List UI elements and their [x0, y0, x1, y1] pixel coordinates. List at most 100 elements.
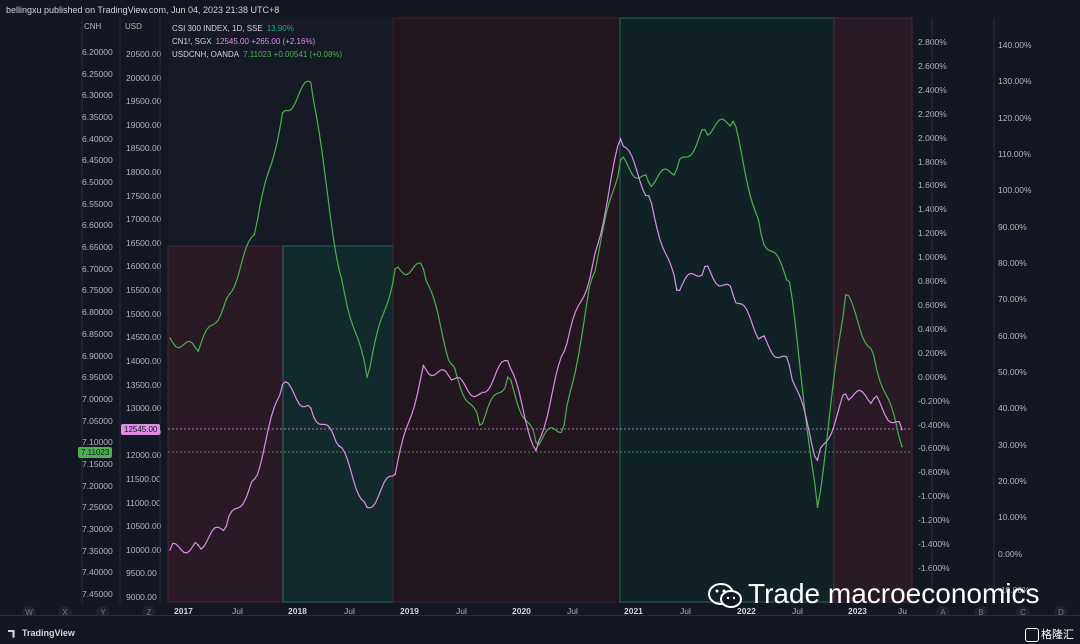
usdcnh-point	[507, 376, 509, 379]
cn1-point	[676, 289, 678, 291]
usdcnh-point	[901, 445, 903, 448]
pct-axis-tick: -1.200%	[918, 515, 950, 526]
usdcnh-point	[760, 233, 762, 235]
pct-axis-tick: -0.200%	[918, 395, 950, 406]
cnh-axis-tick: 6.65000	[82, 242, 113, 253]
time-axis-tick: 2019	[400, 606, 419, 616]
cn1-point	[450, 379, 453, 381]
usd-axis-tick: 16500.00	[126, 237, 162, 248]
time-axis-tick: Jul	[792, 606, 803, 616]
cn1-point	[478, 393, 481, 395]
cn1-point	[394, 473, 397, 476]
cn1-point	[422, 364, 425, 367]
cnh-axis-tick: 7.20000	[82, 480, 113, 491]
pct-axis-tick: -1.400%	[918, 539, 950, 550]
time-axis-tick: 2018	[288, 606, 307, 616]
bull-zone-2021	[619, 17, 835, 603]
usdcnh-point	[563, 424, 565, 426]
watermark-text: Trade macroeconomics	[748, 578, 1040, 609]
usd-axis-tick: 11500.00	[126, 473, 161, 484]
cnh-axis-tick: 7.15000	[82, 458, 113, 469]
cn1-point	[901, 428, 903, 431]
wechat-icon	[708, 583, 742, 608]
usd-axis-tick: 13500.00	[126, 379, 162, 390]
usdcnh-point	[394, 268, 397, 270]
cn1-point	[563, 350, 565, 353]
cnh-axis-tick: 6.45000	[82, 155, 113, 166]
cn1-point	[647, 194, 650, 197]
cnh-axis-tick: 6.20000	[82, 47, 113, 57]
usd-axis-tick: 17000.00	[126, 214, 162, 225]
pct2-axis-tick: 10.00%	[998, 512, 1027, 523]
cn1-price-tag: 12545.00	[121, 424, 161, 435]
cnh-axis-tick: 7.45000	[82, 589, 113, 599]
legend-usdcnh[interactable]: USDCNH, OANDA 7.11023 +0.00541 (+0.08%)	[172, 50, 343, 59]
cnh-axis-tick: 7.10000	[82, 437, 113, 448]
pct2-axis-tick: 50.00%	[998, 367, 1027, 377]
pct2-axis-tick: 0.00%	[998, 548, 1023, 559]
legend-cn1[interactable]: CN1!, SGX 12545.00 +265.00 (+2.16%)	[172, 37, 316, 46]
cn1-point	[816, 459, 819, 461]
pct2-axis-tick: 140.00%	[998, 40, 1032, 50]
pct2-axis-tick: 110.00%	[998, 149, 1031, 159]
usd-axis-tick: 18500.00	[126, 143, 162, 154]
usd-axis-tick: 14500.00	[126, 332, 162, 343]
cn1-point	[225, 525, 228, 527]
cn1-point	[591, 265, 594, 268]
time-axis-tick: 2017	[174, 606, 193, 616]
pct2-axis-tick: 20.00%	[998, 476, 1027, 486]
cn1-point	[788, 364, 791, 367]
usd-axis-tick: 14000.00	[126, 355, 162, 366]
pct2-axis-tick: 120.00%	[998, 112, 1032, 123]
legend-csi[interactable]: CSI 300 INDEX, 1D, SSE 13.90%	[172, 24, 294, 33]
published-header: bellingxu published on TradingView.com, …	[6, 5, 280, 15]
tradingview-brand[interactable]: TradingView	[8, 628, 75, 638]
usdcnh-point	[197, 350, 199, 353]
usd-axis-tick: 20500.00	[126, 49, 162, 59]
time-axis-tick: Jul	[680, 606, 691, 616]
usdcnh-point	[788, 281, 791, 283]
cn1-point	[760, 336, 762, 339]
cn1-point	[535, 449, 537, 452]
cnh-axis-tick: 6.35000	[82, 112, 113, 123]
usdcnh-point	[450, 363, 453, 366]
usd-axis-tick: 19000.00	[126, 119, 162, 130]
pct-axis-tick: -1.000%	[918, 491, 950, 502]
pct2-axis-tick: 60.00%	[998, 330, 1027, 341]
time-axis-tick: 2021	[624, 606, 643, 616]
usd-axis-tick: 10000.00	[126, 544, 162, 555]
usd-axis-tick: 20000.00	[126, 72, 162, 83]
bull-zone-2018	[282, 245, 394, 603]
cnh-axis-tick: 7.05000	[82, 415, 113, 426]
pct2-axis-tick: 80.00%	[998, 258, 1027, 268]
usd-axis-tick: 15500.00	[126, 285, 162, 296]
corner-logo-icon	[1025, 628, 1039, 642]
cnh-axis-tick: 6.30000	[82, 90, 113, 101]
cnh-axis-tick: 6.85000	[82, 328, 113, 339]
cn1-point	[338, 445, 340, 447]
cnh-axis-tick: 6.40000	[82, 133, 113, 144]
usdcnh-point	[844, 294, 847, 296]
usd-axis-tick: 18000.00	[126, 167, 162, 178]
usd-axis-tick: 19500.00	[126, 96, 162, 107]
time-axis-tick: 2022	[737, 606, 756, 616]
pct2-axis-tick: -10.00%	[998, 585, 1030, 595]
cn1-point	[169, 549, 171, 551]
pct2-axis-tick: 70.00%	[998, 294, 1027, 305]
tradingview-logo-icon	[8, 629, 15, 638]
usd-axis-tick: 17500.00	[126, 190, 162, 201]
usdcnh-point	[535, 441, 537, 444]
cn1-point	[253, 478, 256, 480]
grid-layer	[81, 18, 995, 604]
time-axis-tick: 2020	[512, 606, 531, 616]
usdcnh-point	[478, 424, 481, 426]
pct-axis-tick: -0.800%	[918, 467, 950, 478]
bottom-bar	[0, 615, 1080, 644]
pct2-axis-tick: 90.00%	[998, 221, 1027, 232]
time-axis-tick: 2023	[848, 606, 867, 616]
cnh-axis-tick: 7.40000	[82, 567, 113, 578]
cnh-axis-tick: 6.60000	[82, 220, 113, 231]
cnh-axis-tick: 6.55000	[82, 198, 113, 209]
